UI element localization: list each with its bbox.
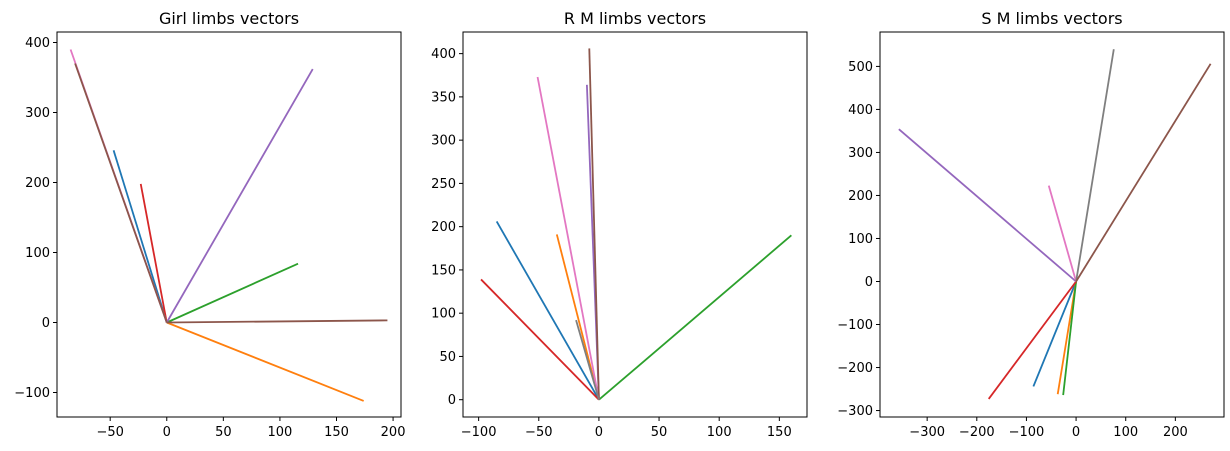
- y-tick-label: 300: [848, 146, 873, 161]
- x-tick-label: 200: [381, 425, 406, 440]
- series-line-7: [1075, 49, 1115, 282]
- axes-frame: [56, 31, 402, 418]
- x-tick-label: −100: [461, 425, 497, 440]
- subplot-3: S M limbs vectors −300 −200 −100 0 100 200 −300…: [837, 9, 1225, 440]
- y-tick-label: 500: [848, 60, 873, 75]
- x-tick-label: −50: [525, 425, 552, 440]
- series-line-7: [74, 63, 168, 323]
- series-line-1: [1032, 281, 1077, 387]
- y-tick-label: 400: [848, 103, 873, 118]
- series-line-6: [536, 76, 600, 400]
- series-line-6: [1047, 185, 1077, 282]
- subplot-2: R M limbs vectors −100 −50 0 50 100 150 0 50 100 1…: [431, 9, 808, 440]
- y-tick-label: −100: [14, 386, 50, 401]
- y-tick-label: 400: [431, 47, 456, 62]
- chart-title: Girl limbs vectors: [159, 9, 299, 28]
- axes-frame: [462, 31, 808, 418]
- plots-container: Girl limbs vectors −50 0 50 100 150 200 −100 0 10…: [14, 9, 1225, 440]
- y-tick-label: 150: [431, 263, 456, 278]
- x-tick-label: 50: [215, 425, 232, 440]
- x-tick-label: 200: [1163, 425, 1188, 440]
- series-line-2: [166, 321, 364, 402]
- series-line-4: [987, 280, 1077, 400]
- y-tick-label: 350: [431, 90, 456, 105]
- series-line-2: [1056, 281, 1077, 395]
- x-tick-label: 100: [1113, 425, 1138, 440]
- axes-frame: [879, 31, 1225, 418]
- subplot-1: Girl limbs vectors −50 0 50 100 150 200 −100 0 10…: [14, 9, 405, 440]
- series-line-3: [166, 262, 299, 324]
- series-line-8: [575, 319, 600, 400]
- y-tick-label: 0: [42, 316, 50, 331]
- y-tick-label: 200: [25, 176, 50, 191]
- series-line-1: [112, 150, 168, 323]
- y-tick-label: −100: [837, 318, 873, 333]
- series-line-5: [165, 68, 314, 323]
- series-line-3: [598, 234, 792, 401]
- x-tick-label: 0: [163, 425, 171, 440]
- series-line-8: [1075, 63, 1212, 282]
- x-tick-label: 100: [707, 425, 732, 440]
- x-tick-label: −200: [959, 425, 995, 440]
- x-tick-label: 100: [268, 425, 293, 440]
- y-tick-label: −200: [837, 361, 873, 376]
- y-tick-label: 250: [431, 177, 456, 192]
- y-tick-label: 300: [25, 106, 50, 121]
- series-line-7: [588, 48, 600, 400]
- series-line-8: [166, 319, 388, 324]
- y-tick-label: 200: [431, 220, 456, 235]
- x-tick-label: −300: [909, 425, 945, 440]
- series-line-1: [495, 221, 600, 401]
- x-tick-label: 150: [767, 425, 792, 440]
- x-tick-label: 50: [651, 425, 668, 440]
- x-tick-label: 0: [1072, 425, 1080, 440]
- x-tick-label: 0: [595, 425, 603, 440]
- x-tick-label: −50: [96, 425, 123, 440]
- series-line-4: [480, 278, 600, 401]
- y-tick-label: 100: [848, 232, 873, 247]
- chart-title: R M limbs vectors: [564, 9, 706, 28]
- y-tick-label: −300: [837, 404, 873, 419]
- chart-title: S M limbs vectors: [981, 9, 1122, 28]
- series-line-5: [898, 128, 1077, 283]
- series-line-3: [1062, 281, 1077, 396]
- y-tick-label: 100: [25, 246, 50, 261]
- y-tick-label: 300: [431, 134, 456, 149]
- y-tick-label: 100: [431, 307, 456, 322]
- y-tick-label: 200: [848, 189, 873, 204]
- y-tick-label: 0: [448, 393, 456, 408]
- y-tick-label: 0: [865, 275, 873, 290]
- series-line-4: [139, 183, 168, 323]
- y-tick-label: 400: [25, 36, 50, 51]
- y-tick-label: 50: [439, 350, 456, 365]
- x-tick-label: −100: [1009, 425, 1045, 440]
- x-tick-label: 150: [324, 425, 349, 440]
